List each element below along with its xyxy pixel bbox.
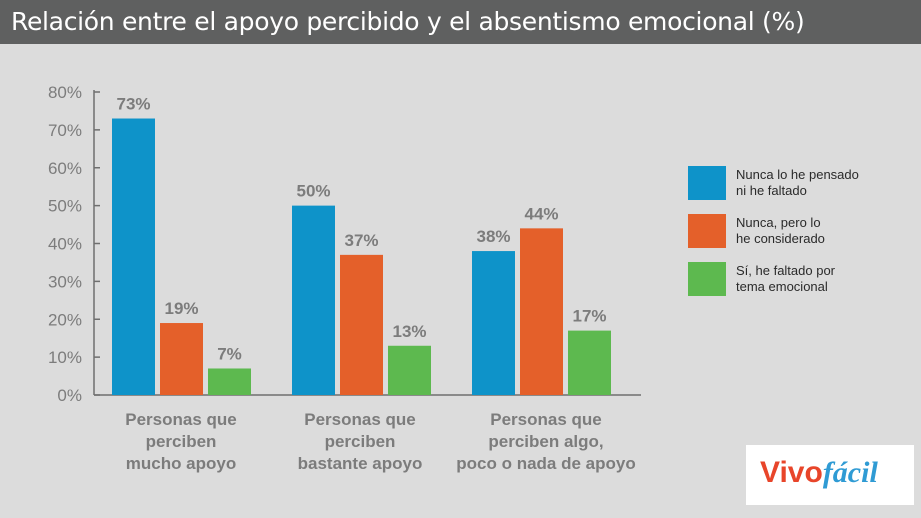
bar	[292, 205, 335, 395]
y-tick-label: 10%	[48, 348, 82, 367]
category-label: mucho apoyo	[126, 454, 237, 473]
legend-swatch	[688, 166, 726, 200]
category-label: poco o nada de apoyo	[456, 454, 635, 473]
category-label: perciben algo,	[488, 432, 603, 451]
legend-swatch	[688, 214, 726, 248]
bar	[388, 345, 431, 395]
category-label: perciben	[146, 432, 217, 451]
category-label: perciben	[325, 432, 396, 451]
data-label: 38%	[476, 227, 510, 246]
legend-label: Nunca lo he pensado ni he faltado	[736, 167, 859, 198]
bar	[112, 118, 155, 395]
data-label: 73%	[116, 95, 150, 114]
data-label: 17%	[572, 307, 606, 326]
data-label: 19%	[164, 299, 198, 318]
category-label: Personas que	[304, 410, 416, 429]
y-tick-label: 80%	[48, 83, 82, 102]
category-label: bastante apoyo	[298, 454, 423, 473]
y-tick-label: 40%	[48, 235, 82, 254]
legend-swatch	[688, 262, 726, 296]
category-label: Personas que	[490, 410, 602, 429]
y-tick-label: 60%	[48, 159, 82, 178]
data-label: 37%	[344, 231, 378, 250]
data-label: 50%	[296, 182, 330, 201]
bar	[568, 330, 611, 395]
y-tick-label: 30%	[48, 272, 82, 291]
data-label: 44%	[524, 204, 558, 223]
bar	[340, 254, 383, 395]
logo-box: Vivofácil	[746, 445, 914, 505]
y-tick-label: 0%	[57, 386, 82, 405]
category-label: Personas que	[125, 410, 237, 429]
bar	[472, 251, 515, 395]
bar	[208, 368, 251, 395]
legend-label: Sí, he faltado por tema emocional	[736, 263, 836, 294]
y-tick-label: 50%	[48, 197, 82, 216]
bar	[160, 323, 203, 395]
y-tick-label: 20%	[48, 310, 82, 329]
data-label: 7%	[217, 344, 242, 363]
title-bar: Relación entre el apoyo percibido y el a…	[0, 0, 921, 44]
page-title: Relación entre el apoyo percibido y el a…	[11, 7, 805, 36]
data-label: 13%	[392, 322, 426, 341]
y-tick-label: 70%	[48, 121, 82, 140]
vivofacil-logo: Vivofácil	[760, 456, 878, 489]
legend-label: Nunca, pero lo he considerado	[736, 215, 825, 246]
bar	[520, 228, 563, 395]
